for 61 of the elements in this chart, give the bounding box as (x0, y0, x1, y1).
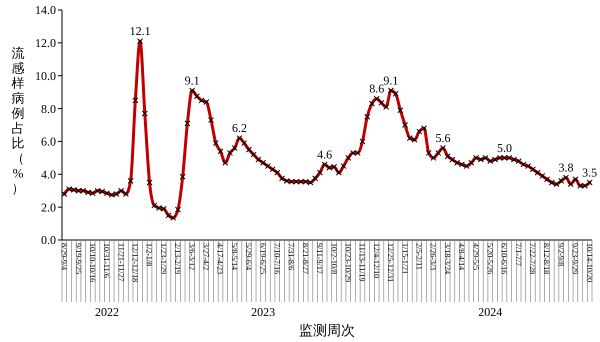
data-label: 6.2 (232, 121, 247, 136)
x-tick-label: 5/29-6/4 (244, 243, 254, 270)
annotation: 2022 (94, 305, 119, 319)
y-tick-label: 12.0 (35, 36, 56, 50)
annotation: 2024 (478, 305, 502, 319)
y-tick-label: 14.0 (35, 3, 56, 18)
y-tick-label: 0.0 (41, 233, 56, 248)
x-tick-label: 3/6-3/12 (187, 243, 196, 270)
x-tick-label: 6/19-6/25 (258, 243, 268, 274)
x-tick-label: 8/21-8/27 (300, 243, 310, 274)
x-tick-label: 7/31-8/6 (286, 243, 296, 270)
x-tick-label: 4/29-5/5 (471, 243, 480, 270)
x-tick-label: 3/18-3/24 (442, 243, 452, 274)
x-tick-label: 10/2-10/8 (329, 243, 338, 274)
x-tick-label: 7/10-7/16 (272, 243, 282, 274)
x-tick-label: 11/13-11/19 (358, 243, 367, 282)
text: 流感样病例占比（%） (12, 46, 24, 196)
annotation: 2023 (251, 305, 276, 319)
x-tick-label: 2/26-3/3 (428, 243, 438, 270)
x-tick-label: 10/14-10/20 (584, 243, 594, 282)
x-tick-label: 9/2-9/8 (556, 243, 566, 266)
x-tick-label: 12/4-12/10 (372, 243, 381, 278)
x-tick-label: 4/17-4/23 (216, 243, 225, 274)
data-label: 12.1 (130, 24, 151, 38)
x-tick-label: 2/5-2/11 (414, 243, 424, 270)
x-tick-label: 2/13-2/19 (173, 243, 182, 274)
data-label: 4.6 (317, 147, 332, 162)
x-tick-label: 8/12-8/18 (542, 243, 552, 274)
x-tick-label: 5/8-5/14 (230, 243, 239, 270)
x-tick-label: 10/10-10/16 (88, 243, 97, 282)
x-tick-label: 9/23-9/29 (570, 243, 580, 274)
x-tick-label: 4/8-4/14 (457, 243, 466, 270)
x-tick-label: 6/10-6/16 (500, 243, 509, 274)
data-label: 9.1 (383, 74, 398, 88)
x-tick-label: 9/19-9/25 (74, 243, 83, 274)
x-tick-label: 5/20-5/26 (485, 243, 494, 274)
x-tick-label: 7/22-7/28 (528, 243, 538, 274)
x-tick-label: 7/1-7/7 (514, 243, 523, 266)
x-tick-label: 10/31-11/6 (102, 243, 112, 278)
x-tick-label: 9/11-9/17 (315, 243, 324, 274)
x-tick-label: 8/29-9/4 (60, 243, 69, 270)
data-label: 8.6 (369, 82, 384, 96)
data-label: 3.5 (582, 166, 598, 180)
x-tick-label: 10/23-10/29 (343, 243, 352, 282)
data-label: 3.8 (558, 160, 574, 175)
x-tick-label: 1/2-1/8 (144, 243, 154, 266)
y-tick-label: 10.0 (35, 68, 56, 83)
y-tick-label: 8.0 (41, 102, 56, 116)
y-tick-label: 2.0 (41, 200, 56, 214)
x-tick-label: 1/23-1/29 (158, 243, 168, 274)
x-tick-label: 11/21-11/27 (116, 243, 126, 282)
y-tick-label: 4.0 (41, 167, 56, 182)
data-label: 5.0 (496, 140, 512, 155)
x-axis-title: 监测周次 (299, 323, 355, 339)
x-tick-label: 1/15-1/21 (400, 243, 410, 274)
data-label: 9.1 (184, 74, 200, 88)
x-tick-label: 12/12-12/18 (130, 243, 140, 282)
data-label: 5.6 (435, 131, 450, 145)
y-tick-label: 6.0 (41, 134, 56, 149)
x-tick-label: 12/25-12/31 (386, 243, 396, 282)
x-tick-label: 3/27-4/2 (202, 243, 211, 270)
